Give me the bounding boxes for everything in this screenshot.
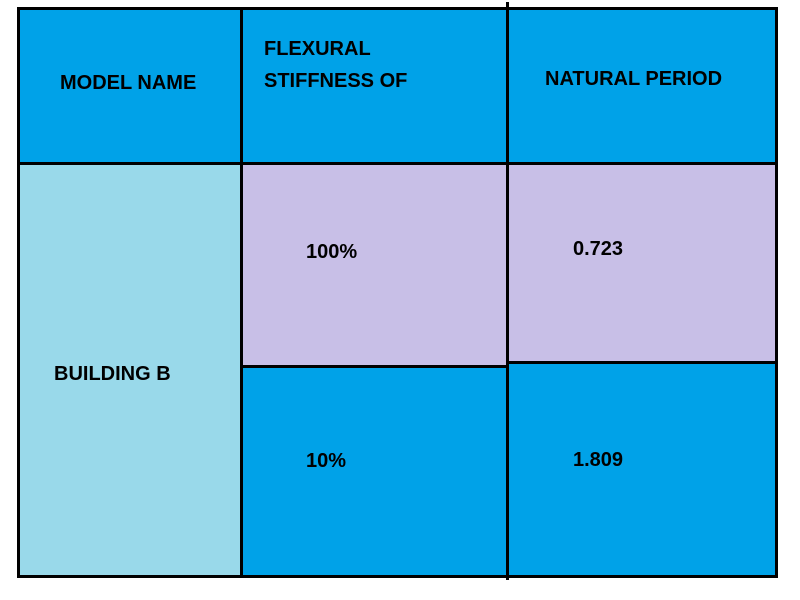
model-name-cell — [18, 164, 242, 577]
row-2-stiffness-cell — [242, 366, 508, 577]
header-flexural-line1: FLEXURAL — [264, 38, 371, 60]
row-2-stiffness-value: 10% — [306, 450, 347, 472]
row-1-period-value: 0.723 — [573, 238, 624, 260]
header-flexural-line2: STIFFNESS OF — [264, 70, 408, 92]
header-cell-natural-period — [508, 8, 777, 164]
row-2-period-cell — [508, 362, 777, 577]
model-name-value: BUILDING B — [54, 363, 171, 385]
border-right — [775, 7, 778, 578]
divider-col-1 — [240, 7, 243, 578]
divider-header — [17, 162, 778, 165]
divider-col-2 — [506, 2, 509, 580]
row-2-period-value: 1.809 — [573, 449, 624, 471]
header-cell-flexural-stiffness — [242, 8, 508, 164]
row-1-stiffness-value: 100% — [306, 241, 358, 263]
border-top — [17, 7, 778, 10]
divider-row-col2 — [242, 365, 508, 368]
border-bottom — [17, 575, 778, 578]
row-1-stiffness-cell — [242, 164, 508, 366]
border-left — [17, 7, 20, 578]
header-cell-model-name — [18, 8, 242, 164]
header-natural-period: NATURAL PERIOD — [545, 68, 723, 90]
divider-row-col3 — [508, 361, 778, 364]
row-1-period-cell — [508, 164, 777, 362]
header-model-name: MODEL NAME — [60, 72, 197, 94]
